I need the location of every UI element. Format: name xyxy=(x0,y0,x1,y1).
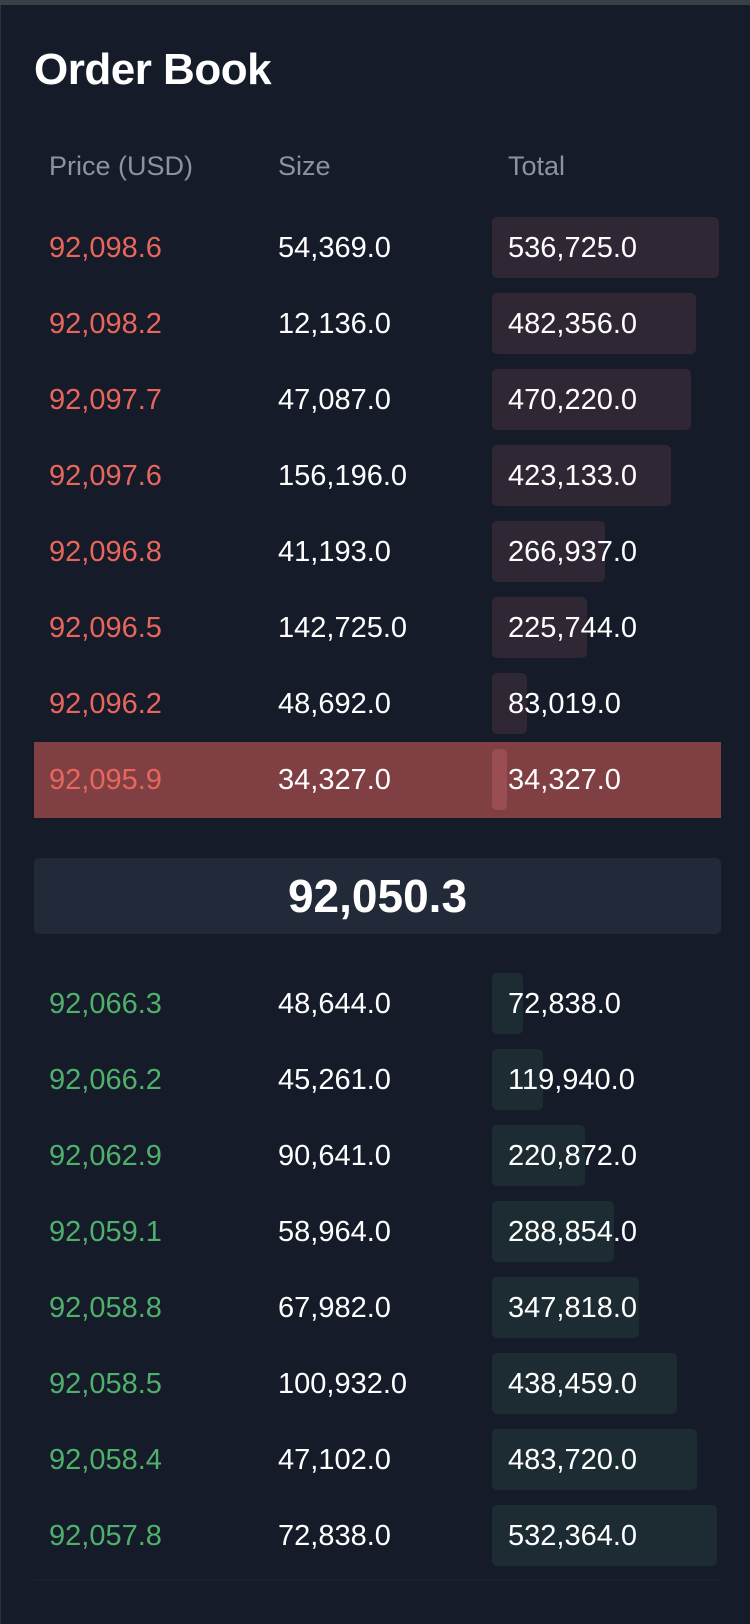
bid-depth-bar xyxy=(492,973,523,1034)
bid-total: 438,459.0 xyxy=(508,1368,638,1400)
bid-size: 47,102.0 xyxy=(278,1444,391,1476)
ask-depth-bar xyxy=(492,673,527,734)
ask-price: 92,098.2 xyxy=(49,308,162,340)
bid-depth-bar xyxy=(492,1201,614,1262)
ask-depth-bar xyxy=(492,217,719,278)
ask-total: 34,327.0 xyxy=(508,764,621,796)
ask-depth-bar xyxy=(492,293,696,354)
bid-depth-bar xyxy=(492,1049,543,1110)
ask-row[interactable]: 92,096.8 41,193.0 266,937.0 xyxy=(34,514,721,590)
ask-size: 156,196.0 xyxy=(278,460,408,492)
bid-row[interactable]: 92,058.8 67,982.0 347,818.0 xyxy=(34,1270,721,1346)
ask-row[interactable]: 92,097.6 156,196.0 423,133.0 xyxy=(34,438,721,514)
bid-price: 92,062.9 xyxy=(49,1140,162,1172)
ask-price: 92,096.8 xyxy=(49,536,162,568)
column-header-row: Price (USD) Size Total xyxy=(34,151,721,191)
column-header-size: Size xyxy=(278,151,331,181)
ask-total: 83,019.0 xyxy=(508,688,621,720)
ask-row[interactable]: 92,096.2 48,692.0 83,019.0 xyxy=(34,666,721,742)
ask-depth-bar xyxy=(492,445,671,506)
bid-price: 92,066.3 xyxy=(49,988,162,1020)
panel-title: Order Book xyxy=(34,45,272,94)
bid-row[interactable]: 92,059.1 58,964.0 288,854.0 xyxy=(34,1194,721,1270)
ask-size: 54,369.0 xyxy=(278,232,391,264)
bid-total: 288,854.0 xyxy=(508,1216,638,1248)
ask-size: 48,692.0 xyxy=(278,688,391,720)
list-bottom-edge xyxy=(34,1579,721,1581)
ask-depth-bar xyxy=(492,597,587,658)
bid-size: 58,964.0 xyxy=(278,1216,391,1248)
bid-row[interactable]: 92,066.2 45,261.0 119,940.0 xyxy=(34,1042,721,1118)
column-header-price: Price (USD) xyxy=(49,151,194,181)
bid-total: 72,838.0 xyxy=(508,988,621,1020)
bid-price: 92,066.2 xyxy=(49,1064,162,1096)
ask-price: 92,096.5 xyxy=(49,612,162,644)
bid-row[interactable]: 92,058.5 100,932.0 438,459.0 xyxy=(34,1346,721,1422)
ask-row[interactable]: 92,098.2 12,136.0 482,356.0 xyxy=(34,286,721,362)
ask-size: 41,193.0 xyxy=(278,536,391,568)
bid-size: 67,982.0 xyxy=(278,1292,391,1324)
bid-total: 347,818.0 xyxy=(508,1292,638,1324)
bid-price: 92,058.8 xyxy=(49,1292,162,1324)
bid-price: 92,058.5 xyxy=(49,1368,162,1400)
bid-depth-bar xyxy=(492,1353,677,1414)
bid-row[interactable]: 92,058.4 47,102.0 483,720.0 xyxy=(34,1422,721,1498)
bid-depth-bar xyxy=(492,1429,697,1490)
ask-depth-bar xyxy=(492,369,691,430)
order-book-panel: Order Book Price (USD) Size Total 92,098… xyxy=(0,5,750,1624)
ask-depth-bar xyxy=(492,749,507,810)
ask-row[interactable]: 92,095.9 34,327.0 34,327.0 xyxy=(34,742,721,818)
ask-price: 92,096.2 xyxy=(49,688,162,720)
bid-price: 92,057.8 xyxy=(49,1520,162,1552)
bid-price: 92,058.4 xyxy=(49,1444,162,1476)
bid-size: 90,641.0 xyxy=(278,1140,391,1172)
ask-total: 536,725.0 xyxy=(508,232,638,264)
ask-price: 92,097.7 xyxy=(49,384,162,416)
bid-size: 100,932.0 xyxy=(278,1368,408,1400)
bid-depth-bar xyxy=(492,1277,639,1338)
bid-size: 72,838.0 xyxy=(278,1520,391,1552)
bid-size: 48,644.0 xyxy=(278,988,391,1020)
bid-total: 532,364.0 xyxy=(508,1520,638,1552)
ask-size: 47,087.0 xyxy=(278,384,391,416)
ask-total: 423,133.0 xyxy=(508,460,638,492)
column-header-total: Total xyxy=(508,151,566,181)
ask-total: 470,220.0 xyxy=(508,384,638,416)
ask-row[interactable]: 92,096.5 142,725.0 225,744.0 xyxy=(34,590,721,666)
ask-price: 92,097.6 xyxy=(49,460,162,492)
bid-total: 220,872.0 xyxy=(508,1140,638,1172)
bid-total: 483,720.0 xyxy=(508,1444,638,1476)
bid-total: 119,940.0 xyxy=(508,1064,635,1096)
window-top-bar xyxy=(0,0,750,5)
bid-price: 92,059.1 xyxy=(49,1216,162,1248)
ask-price: 92,098.6 xyxy=(49,232,162,264)
ask-price: 92,095.9 xyxy=(49,764,162,796)
bid-row[interactable]: 92,057.8 72,838.0 532,364.0 xyxy=(34,1498,721,1574)
bid-depth-bar xyxy=(492,1125,585,1186)
ask-size: 142,725.0 xyxy=(278,612,408,644)
bid-size: 45,261.0 xyxy=(278,1064,391,1096)
ask-total: 266,937.0 xyxy=(508,536,638,568)
ask-size: 34,327.0 xyxy=(278,764,391,796)
ask-total: 225,744.0 xyxy=(508,612,638,644)
ask-total: 482,356.0 xyxy=(508,308,638,340)
ask-row[interactable]: 92,098.6 54,369.0 536,725.0 xyxy=(34,210,721,286)
bid-row[interactable]: 92,062.9 90,641.0 220,872.0 xyxy=(34,1118,721,1194)
mid-price: 92,050.3 xyxy=(34,858,721,934)
ask-size: 12,136.0 xyxy=(278,308,391,340)
bid-row[interactable]: 92,066.3 48,644.0 72,838.0 xyxy=(34,966,721,1042)
bid-depth-bar xyxy=(492,1505,717,1566)
ask-depth-bar xyxy=(492,521,605,582)
ask-row[interactable]: 92,097.7 47,087.0 470,220.0 xyxy=(34,362,721,438)
